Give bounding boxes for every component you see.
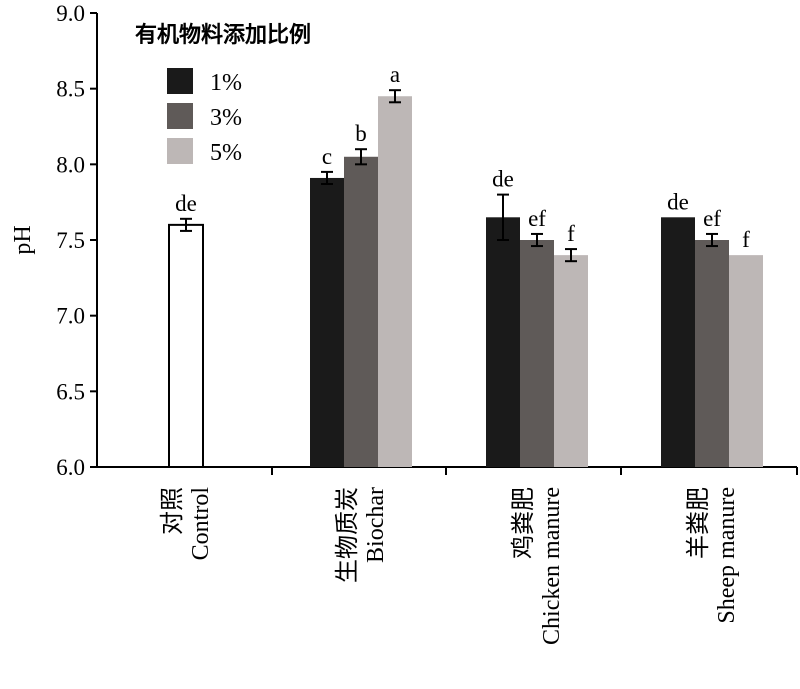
legend-swatch [167,103,193,129]
category-label-en: Sheep manure [714,487,740,624]
y-tick-label: 6.5 [56,379,85,404]
bar-chicken-manure-1pct [486,217,520,467]
bar-sheep-manure-1pct [661,217,695,467]
bar-sheep-manure-3pct [695,240,729,467]
category-label-cn: 鸡粪肥 [509,487,537,559]
y-tick-label: 7.5 [56,228,85,253]
bar-control [168,223,204,468]
bar-biochar-1pct [310,177,344,467]
significance-label: f [567,221,575,246]
significance-label: ef [528,206,546,231]
bar-chicken-manure-5pct [554,255,588,467]
category-label-en: Control [188,487,214,561]
y-tick-label: 6.0 [56,455,85,480]
category-labels: 对照 Control 生物质炭 Biochar 鸡粪肥 Chicken manure 羊粪肥… [158,487,740,645]
significance-label: ef [703,206,721,231]
bar-biochar-3pct [344,156,378,467]
y-tick-label: 8.5 [56,77,85,102]
significance-label: de [175,191,197,216]
bar-sheep-manure-5pct [729,255,763,467]
significance-label: de [667,189,689,214]
y-axis-title: pH [10,225,36,254]
category-label-en: Biochar [363,487,389,563]
category-label-cn: 对照 [158,487,186,535]
legend-label: 1% [210,70,242,96]
y-tick-label: 7.0 [56,304,85,329]
significance-label: f [742,227,750,252]
category-label-cn: 羊粪肥 [684,487,712,559]
significance-label: b [355,121,367,146]
legend-swatch [167,68,193,94]
legend-label: 3% [210,105,242,131]
bar-biochar-5pct [378,96,412,467]
legend-label: 5% [210,140,242,166]
axes: 6.0 6.5 7.0 7.5 8.0 8.5 9.0 pH [10,1,798,480]
legend: 有机物料添加比例 1% 3% 5% [135,22,311,166]
legend-swatch [167,138,193,164]
y-tick-label: 9.0 [56,1,85,26]
significance-label: a [390,62,400,87]
bar-chicken-manure-3pct [520,240,554,467]
category-label-cn: 生物质炭 [333,487,361,583]
category-label-en: Chicken manure [539,487,565,645]
y-tick-label: 8.0 [56,152,85,177]
significance-label: de [492,167,514,192]
legend-title: 有机物料添加比例 [135,22,311,48]
significance-label: c [322,144,332,169]
